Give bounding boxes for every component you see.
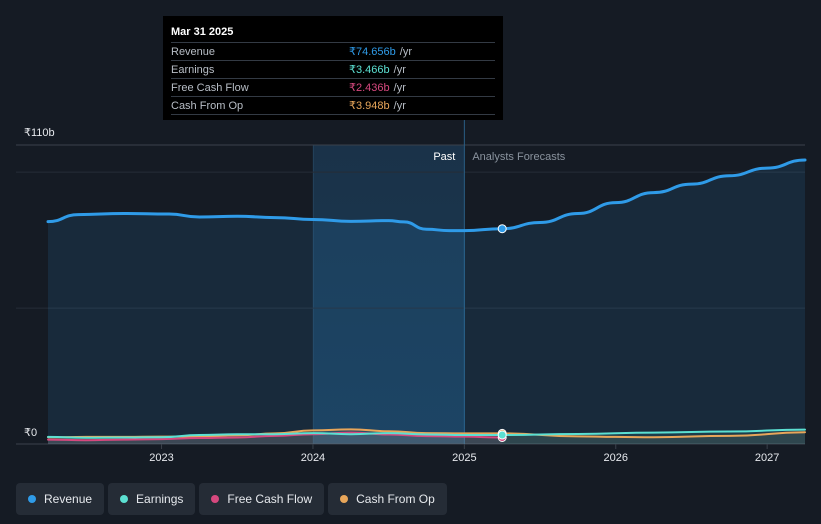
tooltip-unit: /yr (393, 63, 406, 76)
legend-item-revenue[interactable]: Revenue (16, 483, 105, 515)
tooltip: Mar 31 2025 Revenue ₹74.656b /yr Earning… (163, 16, 503, 120)
legend-label: Revenue (44, 492, 93, 506)
line-earnings-forecast (501, 428, 806, 437)
past-region (313, 145, 465, 444)
tooltip-unit: /yr (393, 99, 406, 112)
forecast-label: Analysts Forecasts (472, 151, 565, 163)
legend-label: Earnings (136, 492, 184, 506)
marker-revenue (497, 224, 507, 234)
x-tick-label: 2025 (452, 452, 476, 464)
x-tick-label: 2026 (604, 452, 628, 464)
x-tick-label: 2024 (301, 452, 325, 464)
area-revenue (48, 159, 805, 444)
legend-dot-icon (340, 495, 349, 503)
past-label: Past (433, 151, 455, 163)
chart-area: ₹110b ₹0 2023 2024 2025 2026 2027 Past Analysts … (16, 120, 807, 464)
tooltip-unit: /yr (393, 81, 406, 94)
tooltip-value: ₹74.656b (349, 46, 396, 58)
tooltip-date: Mar 31 2025 (171, 26, 234, 38)
legend: Revenue Earnings Free Cash Flow Cash Fro… (16, 483, 447, 515)
legend-label: Cash From Op (356, 492, 435, 506)
y-axis-top-label: ₹110b (24, 127, 55, 139)
y-axis-bottom-label: ₹0 (24, 427, 37, 439)
line-free-cash-flow-past (47, 431, 504, 442)
legend-label: Free Cash Flow (227, 492, 313, 506)
tooltip-label: Earnings (171, 63, 215, 76)
x-tick-label: 2027 (755, 452, 779, 464)
tooltip-row-earnings: Earnings ₹3.466b /yr (171, 60, 495, 78)
x-tick-label: 2023 (149, 452, 173, 464)
line-revenue-past (46, 211, 504, 233)
tooltip-value: ₹2.436b (349, 82, 390, 94)
legend-item-cash-from-op[interactable]: Cash From Op (328, 483, 447, 515)
tooltip-label: Free Cash Flow (171, 81, 249, 94)
tooltip-row-revenue: Revenue ₹74.656b /yr (171, 42, 495, 60)
line-cash-from-op-forecast (501, 431, 806, 439)
marker-earnings (497, 430, 507, 440)
tooltip-value: ₹3.466b (349, 64, 390, 76)
line-revenue-forecast (500, 158, 807, 231)
legend-dot-icon (28, 495, 36, 503)
tooltip-value: ₹3.948b (349, 100, 390, 112)
tooltip-row-free-cash-flow: Free Cash Flow ₹2.436b /yr (171, 78, 495, 96)
legend-item-free-cash-flow[interactable]: Free Cash Flow (199, 483, 325, 515)
line-earnings-past (47, 432, 504, 439)
legend-dot-icon (120, 495, 129, 503)
legend-item-earnings[interactable]: Earnings (108, 483, 196, 515)
tooltip-row-cash-from-op: Cash From Op ₹3.948b /yr (171, 96, 495, 115)
tooltip-label: Cash From Op (171, 99, 244, 112)
tooltip-unit: /yr (399, 45, 412, 58)
tooltip-label: Revenue (171, 45, 216, 58)
legend-dot-icon (211, 495, 220, 503)
